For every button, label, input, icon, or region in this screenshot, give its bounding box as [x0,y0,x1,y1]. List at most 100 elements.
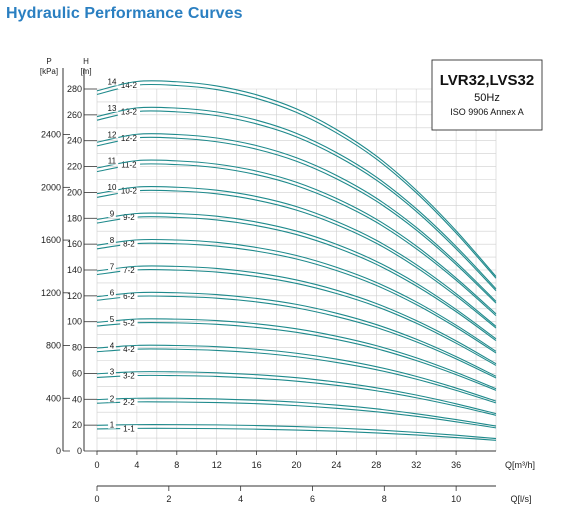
legend-frequency: 50Hz [474,92,500,104]
q-tick-label: 16 [252,460,262,470]
curve-12 [96,133,497,302]
curve-5 [96,318,497,390]
curve-3-2 [96,374,497,416]
curve-label-bg [120,212,138,222]
curve-label-14: 14 [108,78,117,87]
curve-4-2 [96,348,497,404]
q-tick-label: 32 [411,460,421,470]
page-title: Hydraulic Performance Curves [6,5,243,22]
h-tick-label: 240 [67,136,82,146]
curve-label-bg [120,291,138,301]
curve-label-bg [117,132,141,142]
curve-label-11-2: 11-2 [121,160,137,169]
curve-label-bg [117,159,141,169]
q-axis-label: Q[m³/h] [505,460,535,470]
qls-tick-label: 4 [238,494,243,504]
q-tick-label: 8 [174,460,179,470]
h-axis-unit: [m] [80,67,91,76]
q-tick-label: 12 [212,460,222,470]
p-tick-label: 800 [46,341,61,351]
qls-tick-label: 8 [382,494,387,504]
curve-label-5-2: 5-2 [123,319,135,328]
curve-label-bg [105,181,119,191]
curve-label-bg [105,76,119,86]
curve-10-2 [96,189,497,329]
curve-label-bg [120,238,138,248]
p-tick-label: 400 [46,393,61,403]
curve-9 [96,212,497,340]
curve-label-bg [108,234,116,244]
curve-12-2 [96,136,497,304]
curve-label-7: 7 [110,262,115,271]
qls-tick-label: 2 [166,494,171,504]
curve-label-bg [117,185,141,195]
p-tick-label: 2000 [41,182,61,192]
q-tick-label: 20 [291,460,301,470]
legend-model: LVR32,LVS32 [440,72,534,89]
curve-label-bg [120,370,138,380]
curve-7 [96,265,497,365]
curve-label-12-2: 12-2 [121,134,138,143]
curve-6-2 [96,295,497,379]
curve-label-10: 10 [108,183,117,192]
h-tick-label: 180 [67,213,82,223]
legend-frame [431,59,543,131]
curve-label-12: 12 [108,130,117,139]
curve-label-bg [108,208,116,218]
curve-13 [96,106,497,290]
h-tick-label: 140 [67,265,82,275]
curve-7-2 [96,268,497,366]
curve-3 [96,371,497,415]
curve-4 [96,344,497,402]
curve-label-3: 3 [110,368,115,377]
curve-label-bg [105,129,119,139]
curve-label-6-2: 6-2 [123,292,135,301]
h-tick-label: 80 [72,343,82,353]
curve-label-1: 1 [110,421,115,430]
curve-1 [96,424,497,440]
curve-label-4: 4 [110,341,115,350]
curve-label-8-2: 8-2 [123,239,135,248]
h-tick-label: 100 [67,317,82,327]
q-tick-label: 36 [451,460,461,470]
curve-label-bg [108,393,116,403]
legend-standard: ISO 9906 Annex A [450,107,524,117]
curve-label-8: 8 [110,236,115,245]
curve-label-2: 2 [110,394,115,403]
h-tick-label: 160 [67,239,82,249]
p-tick-label: 2400 [41,130,61,140]
curve-label-bg [108,340,116,350]
curve-label-10-2: 10-2 [121,187,138,196]
curve-label-13-2: 13-2 [121,107,138,116]
curve-8-2 [96,242,497,354]
curve-label-bg [108,313,116,323]
h-axis-title: H [83,57,89,66]
legend-box: LVR32,LVS32 50Hz ISO 9906 Annex A [431,59,543,131]
curve-label-bg [120,317,138,327]
h-tick-label: 260 [67,110,82,120]
curve-label-bg [120,264,138,274]
series: 1-112-223-234-245-256-267-278-289-2910-2… [96,76,497,441]
curve-label-bg [105,155,119,165]
curve-label-11: 11 [108,157,117,166]
h-tick-label: 20 [72,420,82,430]
curve-label-bg [117,106,141,116]
curve-label-13: 13 [108,104,117,113]
h-tick-label: 120 [67,291,82,301]
curve-label-5: 5 [110,315,115,324]
curve-2-2 [96,401,497,429]
h-tick-label: 220 [67,162,82,172]
curve-label-bg [117,80,141,90]
qls-tick-label: 0 [94,494,99,504]
curve-label-1-1: 1-1 [123,424,135,433]
qls-tick-label: 6 [310,494,315,504]
curve-label-3-2: 3-2 [123,371,135,380]
curve-6 [96,291,497,377]
q-tick-label: 28 [371,460,381,470]
p-axis-unit: [kPa] [40,67,58,76]
q-tick-label: 0 [94,460,99,470]
curve-label-bg [108,366,116,376]
axes: H[m]020406080100120140160180200220240260… [40,57,535,504]
h-tick-label: 280 [67,84,82,94]
